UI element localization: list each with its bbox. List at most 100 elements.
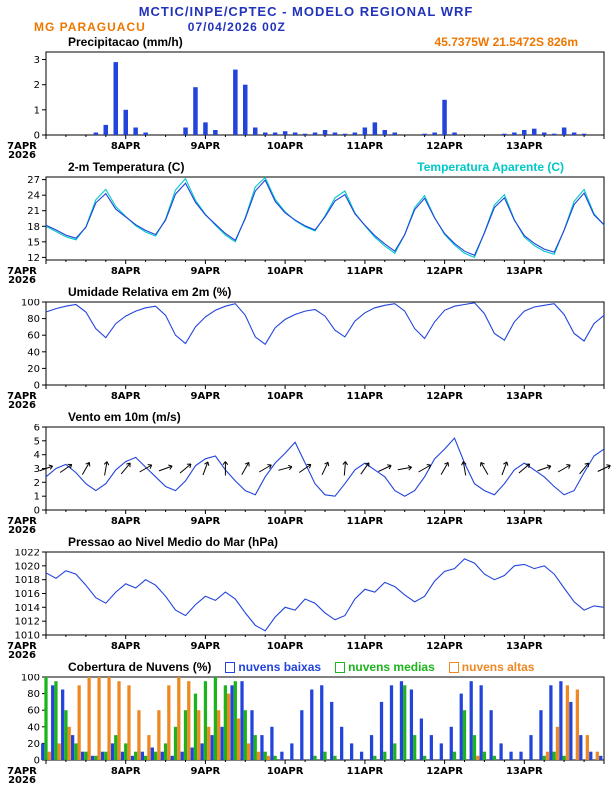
panel-title-pressure: Pressao ao Nivel Medio do Mar (hPa)	[68, 535, 279, 549]
svg-text:3: 3	[34, 464, 40, 475]
svg-text:1022: 1022	[15, 549, 40, 559]
svg-text:2: 2	[34, 478, 40, 489]
svg-text:1: 1	[34, 105, 40, 116]
svg-text:3: 3	[34, 55, 40, 66]
panel-title-row: 2-m Temperatura (C) Temperatura Aparente…	[0, 159, 612, 174]
legend-box-medias-icon	[335, 661, 346, 673]
legend-nuvens-baixas: nuvens baixas	[225, 660, 321, 674]
svg-text:27: 27	[27, 175, 40, 186]
svg-text:1020: 1020	[15, 561, 40, 572]
cloud-cover-chart: 0 20 40 60 80 100 7APR 8APR 9APR 10APR 11APR 12APR 1…	[7, 674, 605, 784]
svg-text:60: 60	[27, 706, 40, 717]
panel-pressure: Pressao ao Nivel Medio do Mar (hPa) 1010…	[0, 534, 612, 659]
svg-text:11APR: 11APR	[347, 141, 384, 152]
svg-text:7APR: 7APR	[7, 141, 37, 152]
panel-title-precipitation: Precipitacao (mm/h)	[68, 35, 183, 49]
svg-text:10APR: 10APR	[267, 266, 304, 277]
svg-text:0: 0	[34, 756, 40, 767]
svg-text:2026: 2026	[8, 400, 36, 409]
apparent-temperature-label: Temperatura Aparente (C)	[417, 160, 564, 174]
svg-text:8APR: 8APR	[111, 141, 141, 152]
svg-text:12APR: 12APR	[426, 266, 463, 277]
station-coordinates: 45.7375W 21.5472S 826m	[434, 35, 578, 49]
panel-title-row: Pressao ao Nivel Medio do Mar (hPa)	[0, 534, 612, 549]
panel-title-row: Cobertura de Nuvens (%) nuvens baixas nu…	[0, 659, 612, 674]
svg-text:12APR: 12APR	[426, 766, 463, 777]
svg-text:11APR: 11APR	[347, 641, 384, 652]
svg-text:12APR: 12APR	[426, 516, 463, 527]
svg-text:2: 2	[34, 80, 40, 91]
svg-text:80: 80	[27, 689, 40, 700]
svg-text:9APR: 9APR	[191, 641, 221, 652]
svg-text:2026: 2026	[8, 275, 36, 284]
temperature-chart: 12 15 18 21 24 27 7APR 8APR 9APR 10APR 11APR 12APR 1…	[7, 175, 605, 284]
legend-label-baixas: nuvens baixas	[238, 660, 322, 674]
svg-text:8APR: 8APR	[111, 641, 141, 652]
run-datetime: 07/04/2026 00Z	[187, 20, 286, 34]
svg-text:1016: 1016	[15, 589, 40, 600]
svg-text:0: 0	[34, 506, 40, 517]
svg-text:9APR: 9APR	[191, 766, 221, 777]
panel-temperature: 2-m Temperatura (C) Temperatura Aparente…	[0, 159, 612, 284]
page-title: MCTIC/INPE/CPTEC - MODELO REGIONAL WRF	[138, 4, 474, 19]
panel-title-clouds: Cobertura de Nuvens (%)	[68, 660, 212, 674]
svg-text:15: 15	[27, 237, 40, 248]
legend-label-medias: nuvens medias	[348, 660, 435, 674]
svg-text:8APR: 8APR	[111, 766, 141, 777]
station-name: MG PARAGUACU	[34, 20, 146, 34]
svg-text:100: 100	[21, 674, 40, 684]
svg-text:1018: 1018	[15, 575, 40, 586]
svg-text:0: 0	[34, 381, 40, 392]
legend-box-altas-icon	[448, 661, 459, 673]
svg-text:8APR: 8APR	[111, 266, 141, 277]
svg-text:12APR: 12APR	[426, 141, 463, 152]
panel-title-row: Vento em 10m (m/s)	[0, 409, 612, 424]
svg-text:80: 80	[27, 314, 40, 325]
legend-label-altas: nuvens altas	[461, 660, 535, 674]
panel-title-row: Umidade Relativa em 2m (%)	[0, 284, 612, 299]
svg-text:20: 20	[27, 739, 40, 750]
svg-text:13APR: 13APR	[506, 141, 543, 152]
panel-humidity: Umidade Relativa em 2m (%) 0 20 40 60 80 100 7…	[0, 284, 612, 409]
svg-text:7APR: 7APR	[7, 516, 37, 527]
svg-text:9APR: 9APR	[191, 141, 221, 152]
svg-text:13APR: 13APR	[506, 266, 543, 277]
svg-text:13APR: 13APR	[506, 516, 543, 527]
panel-clouds: Cobertura de Nuvens (%) nuvens baixas nu…	[0, 659, 612, 784]
panel-title-temperature: 2-m Temperatura (C)	[68, 160, 185, 174]
svg-text:18: 18	[27, 222, 40, 233]
svg-text:2026: 2026	[8, 775, 36, 784]
svg-text:2026: 2026	[8, 150, 36, 159]
panel-wind: Vento em 10m (m/s) 0 1 2 3 4 5 6 7APR 8APR 9APR 10…	[0, 409, 612, 534]
svg-text:11APR: 11APR	[347, 391, 384, 402]
page-header: MCTIC/INPE/CPTEC - MODELO REGIONAL WRF M…	[0, 0, 612, 34]
svg-text:8APR: 8APR	[111, 516, 141, 527]
svg-text:1: 1	[34, 492, 40, 503]
svg-text:7APR: 7APR	[7, 641, 37, 652]
legend-box-baixas-icon	[225, 661, 236, 673]
legend-nuvens-medias: nuvens medias	[335, 660, 435, 674]
svg-text:60: 60	[27, 331, 40, 342]
legend-nuvens-altas: nuvens altas	[448, 660, 535, 674]
humidity-chart: 0 20 40 60 80 100 7APR 8APR 9APR 10APR 11APR 12APR 1…	[7, 299, 605, 409]
svg-text:11APR: 11APR	[347, 516, 384, 527]
svg-text:13APR: 13APR	[506, 391, 543, 402]
svg-text:13APR: 13APR	[506, 641, 543, 652]
header-subrow: MG PARAGUACU 07/04/2026 00Z	[0, 20, 612, 34]
svg-text:4: 4	[34, 450, 40, 461]
wind-chart: 0 1 2 3 4 5 6 7APR 8APR 9APR 10APR 11APR 12APR 13APR 2…	[7, 424, 611, 534]
svg-text:2026: 2026	[8, 650, 36, 659]
svg-text:10APR: 10APR	[267, 516, 304, 527]
svg-text:1010: 1010	[15, 631, 40, 642]
svg-text:7APR: 7APR	[7, 766, 37, 777]
panel-title-row: Precipitacao (mm/h) 45.7375W 21.5472S 82…	[0, 34, 612, 49]
svg-text:40: 40	[27, 347, 40, 358]
svg-text:9APR: 9APR	[191, 391, 221, 402]
svg-text:13APR: 13APR	[506, 766, 543, 777]
svg-text:1012: 1012	[15, 617, 40, 628]
svg-text:10APR: 10APR	[267, 391, 304, 402]
svg-text:20: 20	[27, 364, 40, 375]
svg-text:1014: 1014	[15, 603, 40, 614]
svg-text:40: 40	[27, 722, 40, 733]
svg-text:10APR: 10APR	[267, 641, 304, 652]
